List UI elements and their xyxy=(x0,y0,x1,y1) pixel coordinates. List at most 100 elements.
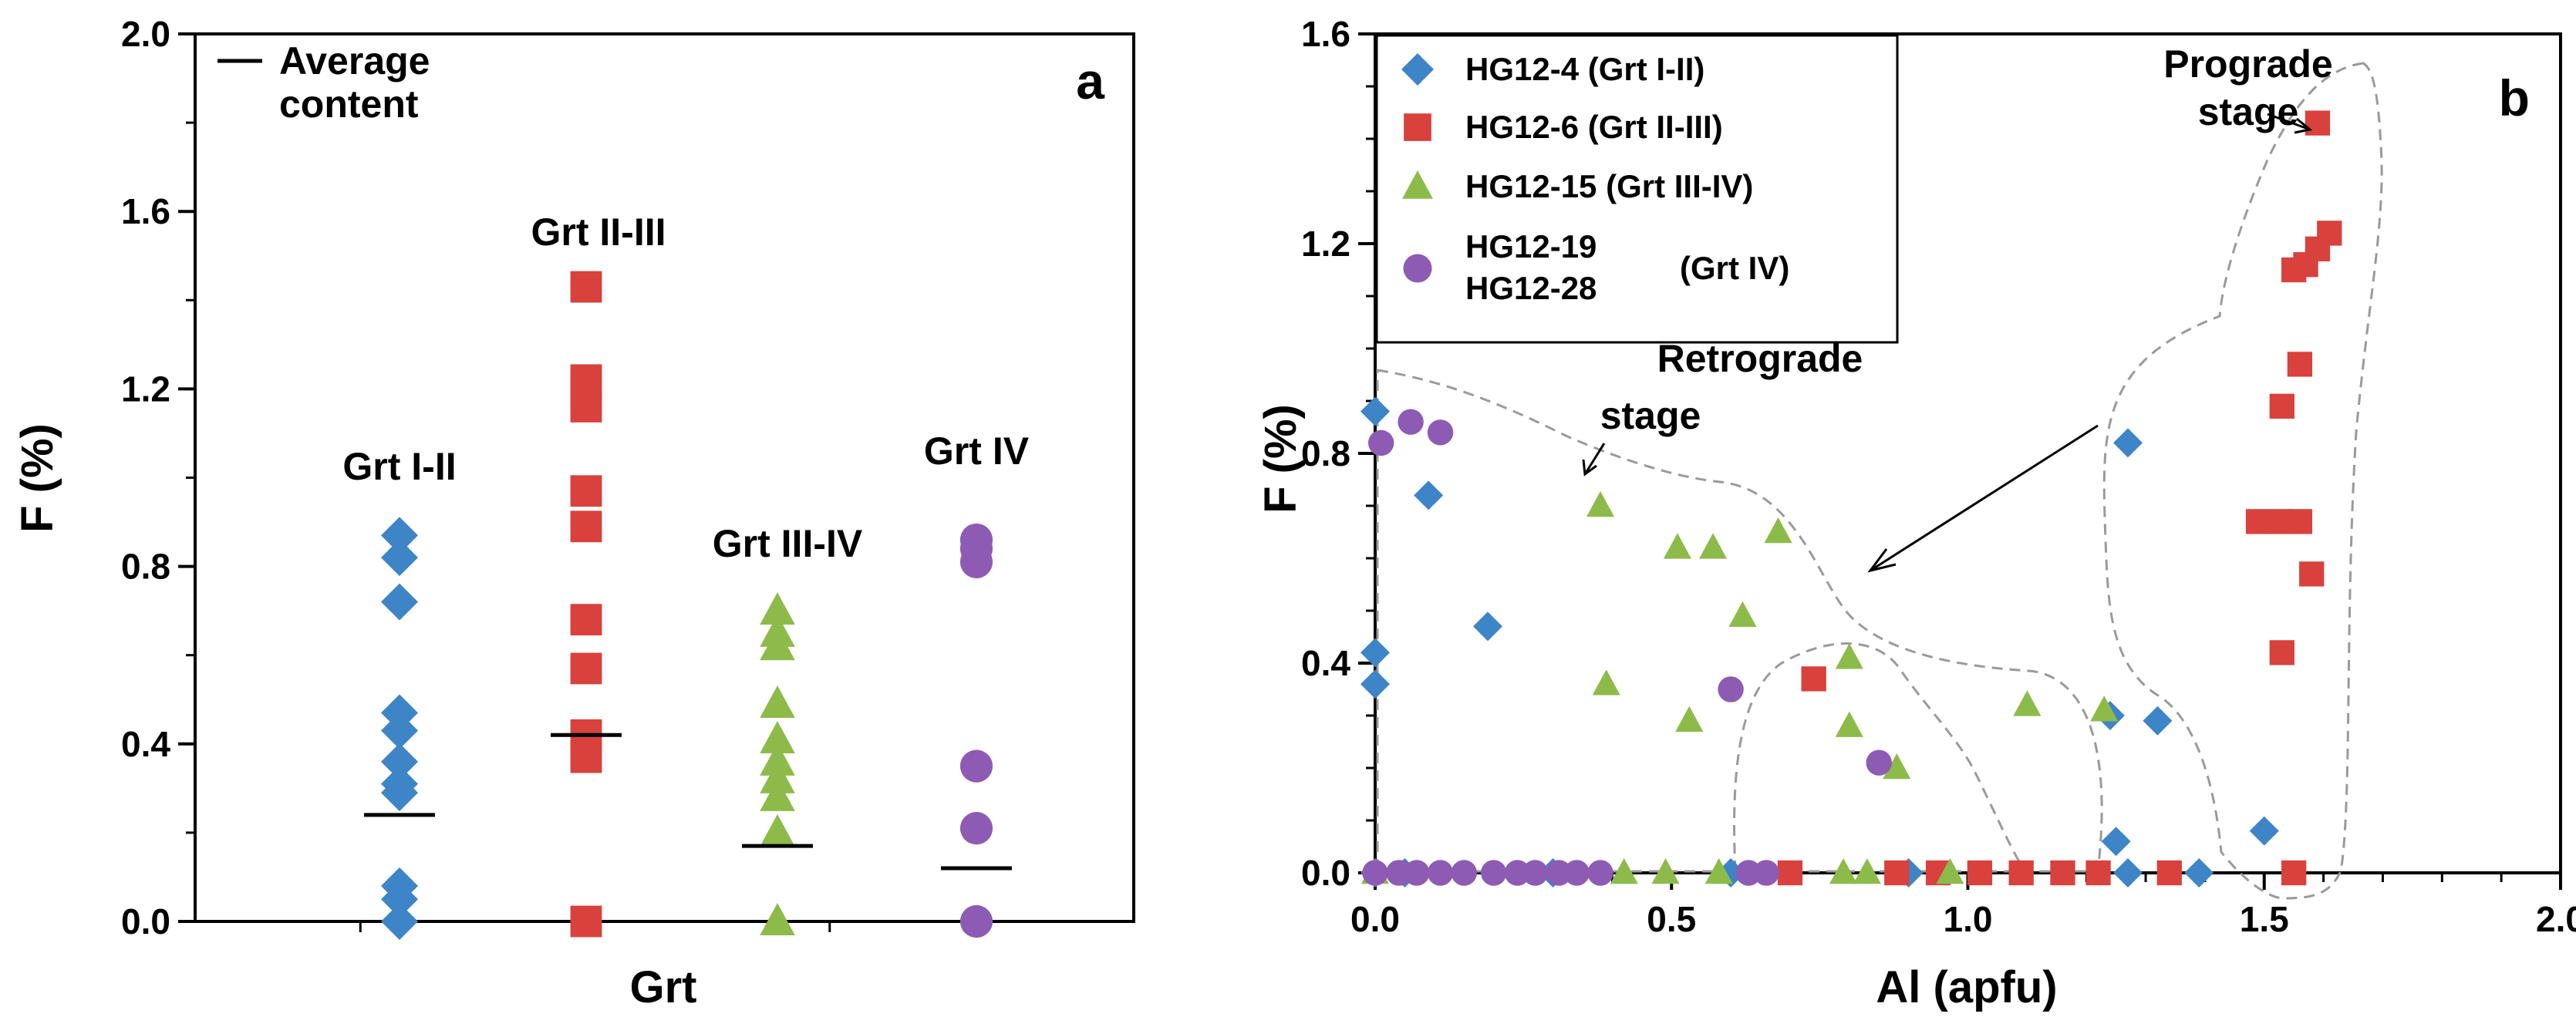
panel-b-y-tick-label: 1.2 xyxy=(1301,224,1350,264)
panel-b-legend-markers xyxy=(1401,53,1434,283)
panel-b-point-triangle xyxy=(1764,517,1792,544)
panel-a-point-triangle xyxy=(760,743,795,776)
panel-b-point-diamond xyxy=(1414,480,1444,510)
panel-b-label: b xyxy=(2499,69,2530,126)
panel-b-point-square xyxy=(2281,860,2307,886)
panel-a-point-square xyxy=(570,510,602,543)
retrograde-label-line2: stage xyxy=(1600,394,1701,437)
panel-a-point-triangle xyxy=(760,813,795,847)
panel-a-point-triangle xyxy=(760,903,795,935)
panel-b-x-tick-label: 2.0 xyxy=(2536,899,2576,939)
panel-b-point-square xyxy=(2085,860,2111,886)
legend-marker-diamond xyxy=(1401,53,1434,86)
panel-b-y-ticks: 0.0 0.4 0.8 1.2 1.6 xyxy=(1301,14,1375,893)
panel-b-point-square xyxy=(2299,561,2325,587)
panel-a-data-points xyxy=(381,271,993,940)
panel-b-point-circle xyxy=(1504,860,1531,886)
panel-b-y-axis-title: F (%) xyxy=(1256,404,1306,514)
series-label-grt-III-IV: Grt III-IV xyxy=(713,522,863,565)
panel-a-point-square xyxy=(570,741,602,773)
panel-a-plot-frame xyxy=(194,32,1135,923)
panel-b-point-square xyxy=(2287,352,2313,377)
panel-b-point-triangle xyxy=(1704,858,1733,884)
panel-b-data-points xyxy=(1360,110,2342,887)
panel-b-point-diamond xyxy=(2101,827,2131,857)
panel-a-point-triangle xyxy=(760,685,795,719)
panel-b-point-triangle xyxy=(2090,696,2119,722)
panel-b-point-circle xyxy=(1404,860,1430,886)
panel-a-point-circle xyxy=(959,812,993,845)
panel-b-point-diamond xyxy=(1360,638,1390,668)
panel-a-label: a xyxy=(1076,52,1105,109)
panel-a-point-triangle xyxy=(760,778,795,811)
legend-marker-square xyxy=(1404,113,1431,141)
legend-entry-hg12-28: HG12-28 xyxy=(1465,270,1597,306)
panel-a-x-axis-title: Grt xyxy=(630,962,697,1012)
series-label-grt-II-III: Grt II-III xyxy=(531,211,666,254)
panel-a-y-ticks: 0.0 0.4 0.8 1.2 1.6 2.0 xyxy=(121,14,831,941)
evolution-arrowhead xyxy=(1867,548,1897,573)
panel-a-point-circle xyxy=(959,749,993,783)
panel-b-point-triangle xyxy=(1835,643,1863,669)
prograde-label-line1: Prograde xyxy=(2163,42,2333,86)
prograde-pointer-arrowhead xyxy=(2294,117,2313,134)
panel-b-point-square xyxy=(1801,666,1826,692)
panel-b-point-triangle xyxy=(1651,858,1680,884)
panel-a-y-tick-label: 1.2 xyxy=(121,369,170,409)
evolution-arrow xyxy=(1870,424,2099,572)
panel-b-point-circle xyxy=(1522,860,1549,886)
panel-b-y-tick-label: 1.6 xyxy=(1301,14,1350,54)
panel-b-point-circle xyxy=(1427,860,1454,886)
panel-b-point-triangle xyxy=(1835,711,1863,737)
retrograde-pointer-arrowhead xyxy=(1582,459,1597,477)
panel-a-point-diamond xyxy=(381,774,418,812)
panel-b-point-triangle xyxy=(1829,858,1858,884)
panel-a-legend-line2: content xyxy=(279,83,419,126)
prograde-field-outline xyxy=(2102,62,2383,900)
panel-b-point-triangle xyxy=(1592,669,1620,696)
panel-b-point-triangle xyxy=(1663,533,1691,559)
panel-a-y-tick-label: 0.4 xyxy=(121,724,170,764)
legend-entry-hg12-6: HG12-6 (Grt II-III) xyxy=(1465,109,1723,145)
panel-b-point-circle xyxy=(1735,860,1762,886)
panel-b-point-circle xyxy=(1563,860,1590,886)
panel-a-legend-line1: Average xyxy=(279,39,430,83)
panel-b-y-tick-label: 0.0 xyxy=(1301,853,1350,893)
legend-marker-circle xyxy=(1403,254,1432,283)
panel-a-point-diamond xyxy=(381,517,418,554)
series-label-grt-IV: Grt IV xyxy=(924,429,1030,473)
panel-b-point-square xyxy=(2269,640,2294,665)
panel-a-y-tick-label: 0.8 xyxy=(121,547,170,587)
panel-a: 0.0 0.4 0.8 1.2 1.6 2.0 F (%) Grt a Average c… xyxy=(12,14,1135,1012)
panel-b-point-square xyxy=(2008,860,2034,886)
series-label-grt-I-II: Grt I-II xyxy=(342,445,456,488)
panel-b-point-diamond xyxy=(2249,816,2279,846)
panel-b-point-diamond xyxy=(2112,428,2143,458)
panel-a-point-circle xyxy=(959,545,993,578)
panel-b-point-diamond xyxy=(1473,611,1503,642)
panel-b-point-square xyxy=(1967,860,1993,886)
retrograde-field-outline xyxy=(1376,369,2103,873)
panel-a-point-diamond xyxy=(381,712,418,749)
panel-b-legend-box xyxy=(1375,34,1899,344)
panel-a-point-triangle xyxy=(760,628,795,661)
panel-b-point-circle xyxy=(1546,860,1572,886)
panel-a-point-diamond xyxy=(381,583,418,621)
panel-b-point-circle xyxy=(1718,676,1744,702)
panel-a-point-triangle xyxy=(760,721,795,754)
panel-b-point-triangle xyxy=(2013,690,2042,716)
prograde-pointer-arrow xyxy=(2267,113,2311,131)
panel-b-point-circle xyxy=(1386,860,1412,886)
panel-b-x-tick-label: 0.5 xyxy=(1647,899,1696,939)
panel-b-point-square xyxy=(1777,860,1803,886)
panel-b-point-square xyxy=(2245,509,2271,534)
panel-b-point-circle xyxy=(1587,860,1613,886)
panel-b-y-tick-label: 0.4 xyxy=(1301,643,1350,683)
panel-b-point-diamond xyxy=(2112,858,2143,887)
panel-a-point-diamond xyxy=(381,903,418,940)
panel-b-x-axis-title: Al (apfu) xyxy=(1876,962,2057,1012)
panel-b-point-triangle xyxy=(1936,858,1964,884)
panel-b-point-triangle xyxy=(1610,858,1638,884)
panel-b-point-circle xyxy=(1362,860,1388,886)
panel-b-point-square xyxy=(1884,860,1910,886)
